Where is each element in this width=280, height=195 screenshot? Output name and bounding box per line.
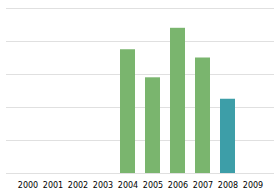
svg-text:2006: 2006 xyxy=(168,181,188,190)
svg-text:2007: 2007 xyxy=(193,181,213,190)
svg-text:2009: 2009 xyxy=(243,181,263,190)
svg-text:2001: 2001 xyxy=(43,181,63,190)
svg-text:2003: 2003 xyxy=(93,181,113,190)
svg-text:2000: 2000 xyxy=(18,181,38,190)
svg-text:2004: 2004 xyxy=(118,181,138,190)
svg-text:2008: 2008 xyxy=(218,181,238,190)
svg-text:2005: 2005 xyxy=(143,181,163,190)
svg-text:2002: 2002 xyxy=(68,181,88,190)
